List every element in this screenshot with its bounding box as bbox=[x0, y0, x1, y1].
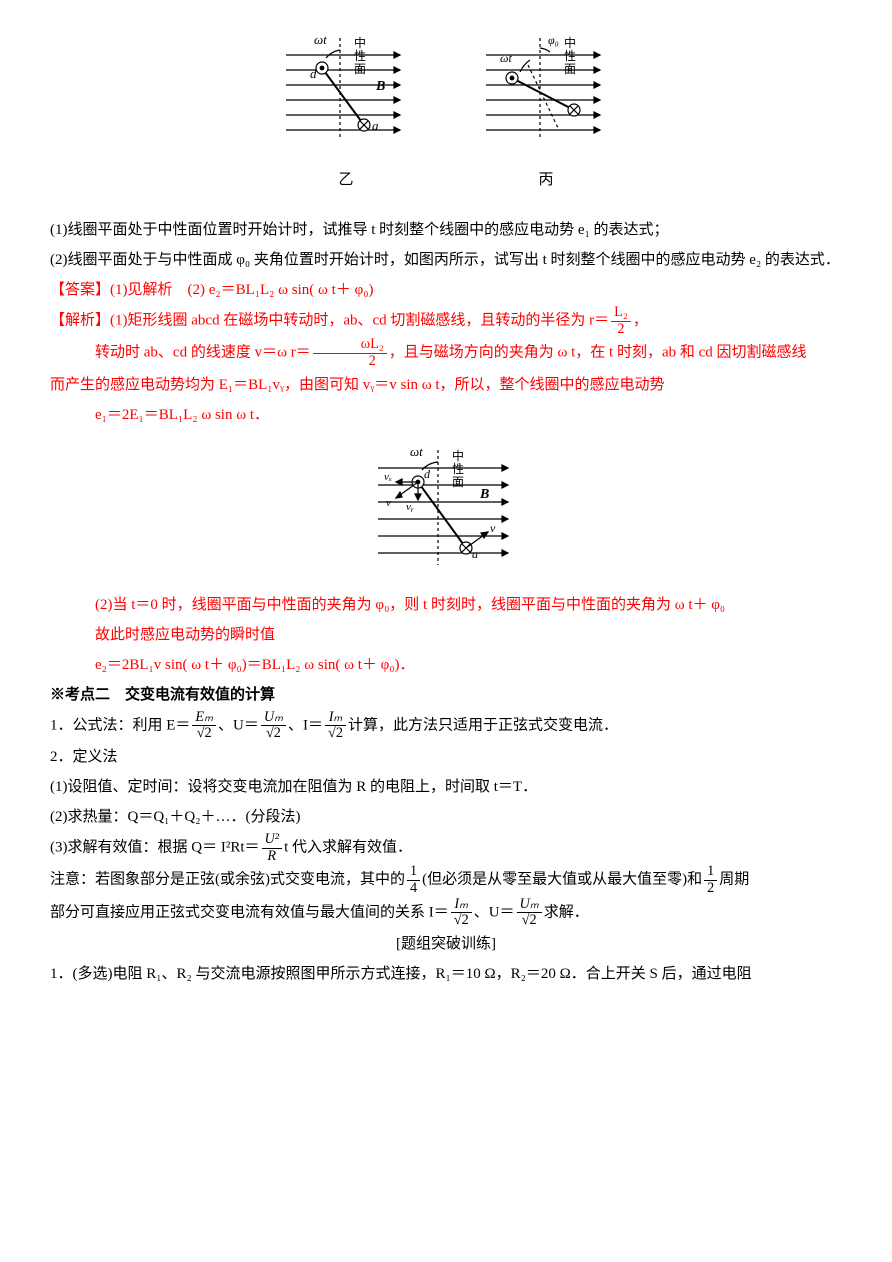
frac-um: Uₘ√2 bbox=[261, 710, 286, 742]
label-phi0: φ₀ bbox=[548, 33, 559, 47]
topic-2-heading: ※考点二 交变电流有效值的计算 bbox=[50, 680, 842, 710]
label-np-m3: 面 bbox=[452, 475, 464, 489]
caption-bing: 丙 bbox=[476, 165, 616, 195]
label-a: a bbox=[372, 118, 379, 133]
m1-d: 计算，此方法只适用于正弦式交变电流． bbox=[348, 717, 618, 733]
method-2-3: (3)求解有效值：根据 Q＝ I²Rt＝U²Rt 代入求解有效值． bbox=[50, 832, 842, 864]
sol1a-tail: ， bbox=[633, 313, 648, 329]
frac-em: Eₘ√2 bbox=[192, 710, 216, 742]
note2-c: 求解． bbox=[544, 904, 589, 920]
frac-um2: Uₘ√2 bbox=[517, 897, 542, 929]
label-np-m2: 性 bbox=[452, 462, 464, 476]
label-a-mid: a bbox=[472, 547, 478, 561]
note-line-2: 部分可直接应用正弦式交变电流有效值与最大值间的关系 I＝Iₘ√2、U＝Uₘ√2求… bbox=[50, 897, 842, 929]
frac-12: 12 bbox=[704, 864, 717, 896]
label-d: d bbox=[310, 66, 317, 81]
solution-1b: 转动时 ab、cd 的线速度 v＝ω r＝ωL₂2，且与磁场方向的夹角为 ω t… bbox=[50, 337, 842, 369]
diagram-middle-svg: ωt 中 性 面 B d a vₓ v vᵧ v bbox=[366, 440, 526, 580]
sol1a-text: (1)矩形线圈 abcd 在磁场中转动时，ab、cd 切割磁感线，且转动的半径为… bbox=[110, 313, 609, 329]
label-neutral: 中 bbox=[354, 35, 366, 50]
label-wt-mid: ωt bbox=[410, 444, 423, 459]
sol1b-tail: ，且与磁场方向的夹角为 ω t，在 t 时刻，ab 和 cd 因切割磁感线 bbox=[389, 345, 807, 361]
sol1b-text: 转动时 ab、cd 的线速度 v＝ω r＝ bbox=[95, 345, 311, 361]
method-2-2: (2)求热量：Q＝Q₁＋Q₂＋…．(分段法) bbox=[50, 802, 842, 832]
label-neutral2: 性 bbox=[354, 49, 366, 63]
label-omega-t-2: ωt bbox=[500, 51, 512, 65]
label-neutral-b2: 性 bbox=[564, 49, 576, 63]
diagram-middle-wrap: ωt 中 性 面 B d a vₓ v vᵧ v bbox=[50, 440, 842, 580]
practice-heading: [题组突破训练] bbox=[50, 929, 842, 959]
frac-l2-2: L₂2 bbox=[611, 305, 631, 337]
diagram-yi-svg: ωt 中 性 面 B d a bbox=[276, 30, 416, 150]
diagram-row-top: ωt 中 性 面 B d a 乙 bbox=[50, 30, 842, 195]
note-b: (但必须是从零至最大值或从最大值至零)和 bbox=[422, 872, 702, 888]
m23b: t 代入求解有效值． bbox=[284, 840, 412, 856]
diagram-yi: ωt 中 性 面 B d a 乙 bbox=[276, 30, 416, 195]
label-b-mid: B bbox=[479, 487, 489, 502]
method-2-1: (1)设阻值、定时间：设将交变电流加在阻值为 R 的电阻上，时间取 t＝T． bbox=[50, 772, 842, 802]
label-vx: vₓ bbox=[384, 471, 392, 483]
diagram-bing: φ₀ ωt 中 性 面 丙 bbox=[476, 30, 616, 195]
label-d-mid: d bbox=[424, 467, 431, 481]
question-2: (2)线圈平面处于与中性面成 φ₀ 夹角位置时开始计时，如图丙所示，试写出 t … bbox=[50, 245, 842, 275]
label-neutral-b1: 中 bbox=[564, 35, 576, 50]
solution-2b: 故此时感应电动势的瞬时值 bbox=[50, 620, 842, 650]
label-v1: v bbox=[386, 497, 391, 509]
label-vy: vᵧ bbox=[406, 501, 414, 513]
caption-yi: 乙 bbox=[276, 165, 416, 195]
frac-u2r: U²R bbox=[262, 832, 283, 864]
note-line-1: 注意：若图象部分是正弦(或余弦)式交变电流，其中的14(但必须是从零至最大值或从… bbox=[50, 864, 842, 896]
solution-2a: (2)当 t＝0 时，线圈平面与中性面的夹角为 φ₀，则 t 时刻时，线圈平面与… bbox=[50, 590, 842, 620]
label-neutral3: 面 bbox=[354, 62, 366, 76]
note-c: 周期 bbox=[719, 872, 749, 888]
solution-1d: e₁＝2E₁＝BL₁L₂ ω sin ω t． bbox=[50, 400, 842, 430]
diagram-bing-svg: φ₀ ωt 中 性 面 bbox=[476, 30, 616, 150]
m1-a: 1．公式法：利用 E＝ bbox=[50, 717, 190, 733]
m1-b: 、U＝ bbox=[218, 717, 259, 733]
problem-1: 1．(多选)电阻 R₁、R₂ 与交流电源按照图甲所示方式连接，R₁＝10 Ω，R… bbox=[50, 959, 842, 989]
question-1: (1)线圈平面处于中性面位置时开始计时，试推导 t 时刻整个线圈中的感应电动势 … bbox=[50, 215, 842, 245]
frac-14: 14 bbox=[407, 864, 420, 896]
solution-1c: 而产生的感应电动势均为 E₁＝BL₁vᵧ，由图可知 vᵧ＝v sin ω t，所… bbox=[50, 370, 842, 400]
solution-2c: e₂＝2BL₁v sin( ω t＋ φ₀)＝BL₁L₂ ω sin( ω t＋… bbox=[50, 650, 842, 680]
label-omega-t: ωt bbox=[314, 32, 327, 47]
frac-wl2-2: ωL₂2 bbox=[313, 337, 387, 369]
method-1: 1．公式法：利用 E＝Eₘ√2、U＝Uₘ√2、I＝Iₘ√2计算，此方法只适用于正… bbox=[50, 710, 842, 742]
m23a: (3)求解有效值：根据 Q＝ I²Rt＝ bbox=[50, 840, 260, 856]
label-neutral-b3: 面 bbox=[564, 62, 576, 76]
answer-line: 【答案】(1)见解析 (2) e₂＝BL₁L₂ ω sin( ω t＋ φ₀) bbox=[50, 275, 842, 305]
note-a: 注意：若图象部分是正弦(或余弦)式交变电流，其中的 bbox=[50, 872, 405, 888]
frac-im2: Iₘ√2 bbox=[451, 897, 472, 929]
note2-b: 、U＝ bbox=[474, 904, 515, 920]
label-v2: v bbox=[490, 521, 496, 535]
sol-label: 【解析】 bbox=[50, 313, 110, 329]
frac-im: Iₘ√2 bbox=[325, 710, 346, 742]
solution-1a: 【解析】(1)矩形线圈 abcd 在磁场中转动时，ab、cd 切割磁感线，且转动… bbox=[50, 305, 842, 337]
label-b: B bbox=[375, 79, 385, 94]
note2-a: 部分可直接应用正弦式交变电流有效值与最大值间的关系 I＝ bbox=[50, 904, 449, 920]
method-2: 2．定义法 bbox=[50, 742, 842, 772]
label-np-m1: 中 bbox=[452, 448, 464, 463]
m1-c: 、I＝ bbox=[288, 717, 323, 733]
